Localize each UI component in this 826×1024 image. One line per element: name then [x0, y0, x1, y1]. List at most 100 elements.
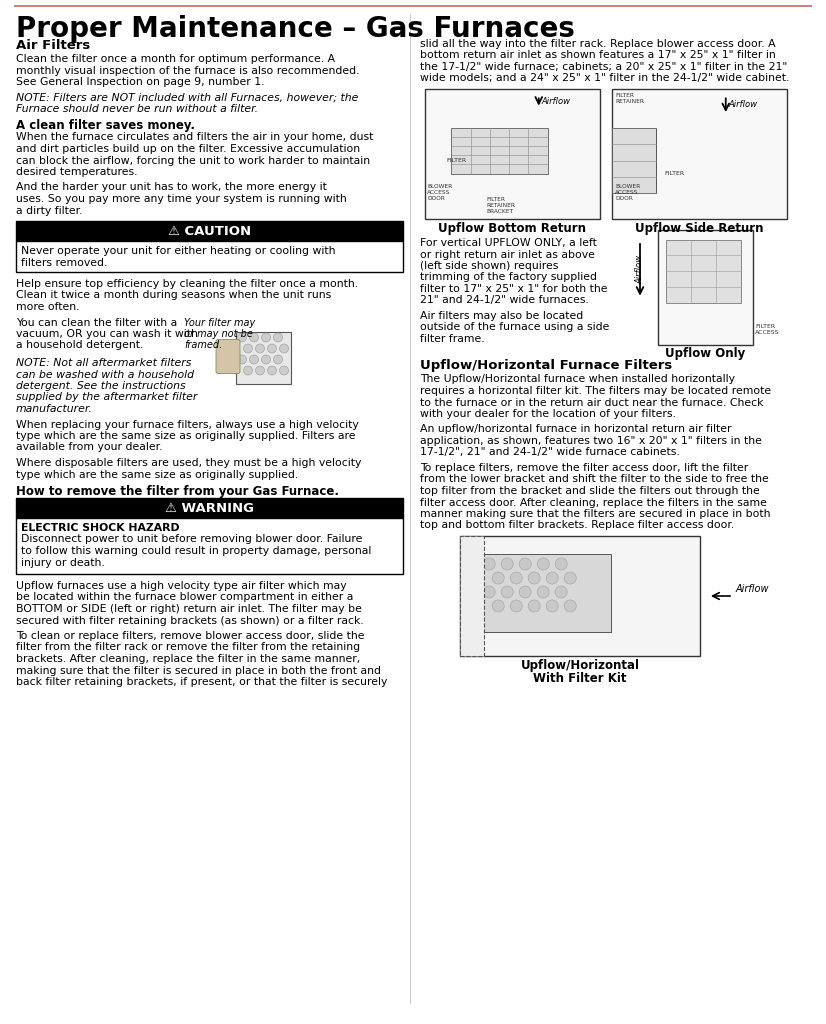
Circle shape: [249, 355, 259, 364]
Text: manufacturer.: manufacturer.: [16, 404, 93, 414]
Circle shape: [546, 600, 558, 612]
Circle shape: [528, 600, 540, 612]
Text: a dirty filter.: a dirty filter.: [16, 206, 83, 215]
Text: manner making sure that the filters are secured in place in both: manner making sure that the filters are …: [420, 509, 771, 519]
Text: FILTER
ACCESS: FILTER ACCESS: [755, 324, 780, 335]
Bar: [14, 4, 812, 7]
Text: Clean it twice a month during seasons when the unit runs: Clean it twice a month during seasons wh…: [16, 291, 331, 300]
Bar: [658, 229, 753, 344]
Text: brackets. After cleaning, replace the filter in the same manner,: brackets. After cleaning, replace the fi…: [16, 654, 360, 664]
Text: top filter from the bracket and slide the filters out through the: top filter from the bracket and slide th…: [420, 486, 760, 496]
Text: You can clean the filter with a: You can clean the filter with a: [16, 317, 178, 328]
Text: and dirt particles build up on the filter. Excessive accumulation: and dirt particles build up on the filte…: [16, 144, 360, 154]
Circle shape: [279, 366, 288, 375]
Text: Air Filters: Air Filters: [16, 39, 90, 52]
Circle shape: [262, 355, 270, 364]
Circle shape: [244, 344, 253, 353]
Text: type which are the same size as originally supplied.: type which are the same size as original…: [16, 469, 298, 479]
Circle shape: [483, 558, 496, 570]
Text: type which are the same size as originally supplied. Filters are: type which are the same size as original…: [16, 431, 355, 441]
Text: vacuum, OR you can wash it with: vacuum, OR you can wash it with: [16, 329, 198, 339]
Circle shape: [255, 344, 264, 353]
Bar: [612, 89, 787, 219]
Text: Airflow: Airflow: [542, 97, 571, 106]
Text: detergent. See the instructions: detergent. See the instructions: [16, 381, 186, 391]
Circle shape: [268, 366, 277, 375]
Circle shape: [537, 558, 549, 570]
Text: Proper Maintenance – Gas Furnaces: Proper Maintenance – Gas Furnaces: [16, 15, 575, 43]
Bar: [410, 14, 411, 1004]
Text: be located within the furnace blower compartment in either a: be located within the furnace blower com…: [16, 593, 354, 602]
Circle shape: [537, 586, 549, 598]
Bar: [16, 498, 403, 518]
Text: How to remove the filter from your Gas Furnace.: How to remove the filter from your Gas F…: [16, 485, 339, 498]
Text: secured with filter retaining brackets (as shown) or a filter rack.: secured with filter retaining brackets (…: [16, 615, 363, 626]
Bar: [666, 240, 741, 303]
Text: the 17-1/2" wide furnace; cabinets; a 20" x 25" x 1" filter in the 21": the 17-1/2" wide furnace; cabinets; a 20…: [420, 62, 787, 72]
Text: With Filter Kit: With Filter Kit: [534, 672, 627, 685]
Text: supplied by the aftermarket filter: supplied by the aftermarket filter: [16, 392, 197, 402]
Text: Airflow: Airflow: [635, 255, 644, 285]
Text: Upflow furnaces use a high velocity type air filter which may: Upflow furnaces use a high velocity type…: [16, 581, 347, 591]
Text: 21" and 24-1/2" wide furnaces.: 21" and 24-1/2" wide furnaces.: [420, 296, 589, 305]
Text: top and bottom filter brackets. Replace filter access door.: top and bottom filter brackets. Replace …: [420, 520, 734, 530]
Text: NOTE: Filters are NOT included with all Furnaces, however; the: NOTE: Filters are NOT included with all …: [16, 92, 358, 102]
Bar: [451, 128, 548, 173]
Bar: [479, 554, 611, 632]
Text: ELECTRIC SHOCK HAZARD: ELECTRIC SHOCK HAZARD: [21, 523, 179, 534]
Circle shape: [273, 333, 282, 342]
Text: The Upflow/Horizontal furnace when installed horizontally: The Upflow/Horizontal furnace when insta…: [420, 375, 735, 384]
Text: available from your dealer.: available from your dealer.: [16, 442, 163, 453]
Text: filter frame.: filter frame.: [420, 334, 485, 344]
Text: trimming of the factory supplied: trimming of the factory supplied: [420, 272, 597, 283]
Circle shape: [501, 558, 513, 570]
Text: to the furnace or in the return air duct near the furnace. Check: to the furnace or in the return air duct…: [420, 397, 763, 408]
Circle shape: [546, 572, 558, 584]
Circle shape: [492, 572, 504, 584]
Text: or right return air inlet as above: or right return air inlet as above: [420, 250, 595, 259]
Circle shape: [564, 572, 577, 584]
Text: Where disposable filters are used, they must be a high velocity: Where disposable filters are used, they …: [16, 458, 362, 468]
Circle shape: [510, 572, 522, 584]
Text: filter from the filter rack or remove the filter from the retaining: filter from the filter rack or remove th…: [16, 642, 360, 652]
Text: with your dealer for the location of your filters.: with your dealer for the location of you…: [420, 409, 676, 419]
Text: outside of the furnace using a side: outside of the furnace using a side: [420, 323, 610, 333]
Text: BOTTOM or SIDE (left or right) return air inlet. The filter may be: BOTTOM or SIDE (left or right) return ai…: [16, 604, 362, 614]
Text: Airflow: Airflow: [729, 100, 757, 110]
Circle shape: [238, 355, 246, 364]
Text: BLOWER
ACCESS
DOOR: BLOWER ACCESS DOOR: [427, 184, 453, 201]
Circle shape: [279, 344, 288, 353]
Text: can block the airflow, forcing the unit to work harder to maintain: can block the airflow, forcing the unit …: [16, 156, 370, 166]
Text: Help ensure top efficiency by cleaning the filter once a month.: Help ensure top efficiency by cleaning t…: [16, 279, 358, 289]
Text: desired temperatures.: desired temperatures.: [16, 167, 137, 177]
Text: FILTER
RETAINER
BRACKET: FILTER RETAINER BRACKET: [487, 198, 515, 214]
Text: ⚠ WARNING: ⚠ WARNING: [165, 502, 254, 514]
Circle shape: [528, 572, 540, 584]
Text: application, as shown, features two 16" x 20" x 1" filters in the: application, as shown, features two 16" …: [420, 436, 762, 446]
Text: making sure that the filter is secured in place in both the front and: making sure that the filter is secured i…: [16, 666, 381, 676]
Text: wide models; and a 24" x 25" x 1" filter in the 24-1/2" wide cabinet.: wide models; and a 24" x 25" x 1" filter…: [420, 74, 790, 84]
Text: 17-1/2", 21" and 24-1/2" wide furnace cabinets.: 17-1/2", 21" and 24-1/2" wide furnace ca…: [420, 447, 680, 458]
Text: FILTER
RETAINER: FILTER RETAINER: [615, 93, 644, 103]
Text: Furnace should never be run without a filter.: Furnace should never be run without a fi…: [16, 104, 258, 114]
Bar: [612, 128, 656, 193]
Circle shape: [510, 600, 522, 612]
Circle shape: [492, 600, 504, 612]
Text: slid all the way into the filter rack. Replace blower access door. A: slid all the way into the filter rack. R…: [420, 39, 776, 49]
Text: more often.: more often.: [16, 302, 79, 312]
Circle shape: [483, 586, 496, 598]
Circle shape: [238, 333, 246, 342]
Text: requires a horizontal filter kit. The filters may be located remote: requires a horizontal filter kit. The fi…: [420, 386, 771, 396]
Bar: [460, 536, 484, 656]
Text: An upflow/horizontal furnace in horizontal return air filter: An upflow/horizontal furnace in horizont…: [420, 425, 732, 434]
Text: Air filters may also be located: Air filters may also be located: [420, 311, 583, 321]
Circle shape: [555, 586, 567, 598]
Text: FILTER: FILTER: [446, 158, 466, 163]
Text: can be washed with a household: can be washed with a household: [16, 370, 194, 380]
Text: injury or death.: injury or death.: [21, 557, 105, 567]
Text: NOTE: Not all aftermarket filters: NOTE: Not all aftermarket filters: [16, 358, 192, 368]
Text: (left side shown) requires: (left side shown) requires: [420, 261, 558, 271]
Circle shape: [262, 333, 270, 342]
Text: filter to 17" x 25" x 1" for both the: filter to 17" x 25" x 1" for both the: [420, 284, 607, 294]
Circle shape: [520, 586, 531, 598]
